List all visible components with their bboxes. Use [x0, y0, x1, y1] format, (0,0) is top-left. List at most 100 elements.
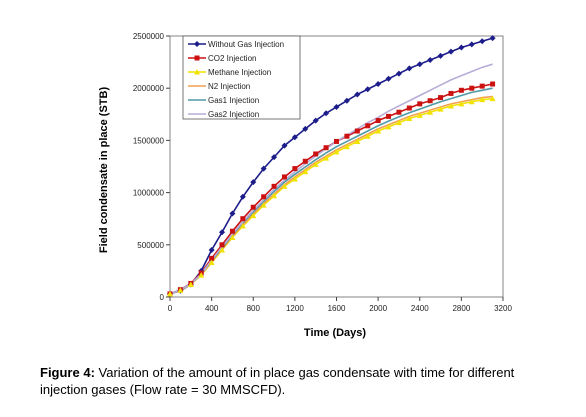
data-point: [333, 103, 340, 110]
series-line: [169, 97, 493, 295]
x-tick-label: 1600: [328, 304, 346, 313]
data-point: [198, 272, 205, 278]
data-point: [323, 110, 330, 117]
caption-label: Figure 4:: [40, 365, 95, 380]
data-point: [479, 83, 485, 89]
data-point: [447, 48, 454, 55]
data-point: [396, 109, 402, 115]
data-point: [291, 176, 298, 182]
data-point: [177, 287, 184, 293]
data-point: [271, 192, 278, 199]
data-point: [416, 112, 423, 118]
data-point: [323, 145, 329, 151]
data-point: [458, 100, 465, 107]
legend-label: CO2 Injection: [208, 54, 256, 63]
data-point: [343, 143, 350, 150]
data-point: [229, 228, 235, 234]
x-tick-label: 2400: [411, 304, 429, 313]
data-point: [406, 115, 413, 121]
data-point: [458, 44, 465, 51]
data-point: [458, 87, 464, 93]
data-point: [208, 259, 215, 266]
data-point: [447, 102, 454, 109]
x-tick-label: 2000: [369, 304, 387, 313]
data-point: [323, 155, 330, 161]
data-point: [271, 154, 278, 161]
data-point: [448, 90, 454, 96]
data-point: [167, 290, 173, 297]
x-tick-label: 1200: [286, 304, 304, 313]
legend-box: [182, 35, 301, 120]
data-point: [250, 179, 257, 186]
data-point: [375, 128, 382, 134]
data-point: [187, 281, 194, 287]
data-point: [229, 234, 236, 240]
caption: Figure 4: Variation of the amount of in …: [40, 365, 515, 380]
legend-label: Gas2 Injection: [208, 110, 259, 119]
legend-label: N2 Injection: [208, 82, 250, 91]
caption-continued: injection gases (Flow rate = 30 MMSCFD).: [40, 382, 285, 397]
data-point: [312, 117, 319, 124]
data-point: [427, 57, 434, 64]
data-point: [489, 35, 496, 42]
data-point: [386, 113, 392, 119]
legend-label: Without Gas Injection: [208, 40, 284, 49]
data-point: [416, 61, 423, 68]
y-tick-label: 1500000: [133, 136, 165, 145]
data-point: [406, 65, 413, 72]
data-point: [364, 133, 371, 139]
data-point: [437, 52, 444, 59]
data-point: [292, 166, 298, 172]
data-point: [365, 123, 371, 129]
data-point: [219, 242, 225, 248]
data-point: [208, 247, 215, 254]
data-point: [281, 174, 287, 180]
y-tick-label: 1000000: [133, 189, 165, 198]
x-axis-title: Time (Days): [304, 327, 366, 339]
data-point: [427, 109, 434, 115]
data-point: [490, 81, 496, 87]
x-tick-label: 2800: [452, 304, 470, 313]
data-point: [344, 133, 350, 139]
data-point: [395, 70, 402, 77]
data-point: [417, 101, 423, 107]
data-point: [219, 229, 226, 236]
series-line: [169, 95, 493, 295]
data-point: [334, 138, 339, 144]
legend-marker: [194, 55, 200, 61]
data-point: [438, 95, 444, 101]
data-point: [291, 134, 298, 141]
caption-text: Variation of the amount of in place gas …: [99, 365, 515, 380]
data-point: [240, 216, 246, 222]
data-point: [364, 86, 371, 93]
data-point: [375, 118, 381, 124]
data-point: [489, 95, 496, 102]
y-tick-label: 500000: [137, 241, 164, 250]
x-tick-label: 800: [247, 304, 261, 313]
data-point: [302, 158, 308, 164]
legend-marker: [194, 69, 200, 75]
data-point: [229, 210, 236, 217]
data-point: [209, 255, 215, 261]
data-point: [354, 91, 361, 98]
legend-marker: [194, 41, 200, 47]
data-point: [385, 75, 392, 82]
data-point: [260, 165, 267, 172]
legend-label: Methane Injection: [208, 68, 271, 77]
data-point: [250, 204, 256, 210]
data-point: [281, 183, 288, 189]
y-tick-label: 2000000: [133, 84, 165, 93]
data-point: [239, 223, 246, 229]
legend-label: Gas1 Injection: [208, 96, 259, 105]
data-point: [302, 168, 309, 175]
data-point: [343, 97, 350, 104]
x-tick-label: 3200: [494, 304, 512, 313]
data-point: [468, 98, 475, 105]
data-point: [375, 81, 382, 88]
y-tick-label: 2500000: [133, 32, 165, 41]
data-point: [312, 161, 319, 167]
data-point: [250, 212, 257, 219]
data-point: [406, 105, 412, 111]
data-point: [427, 98, 433, 104]
